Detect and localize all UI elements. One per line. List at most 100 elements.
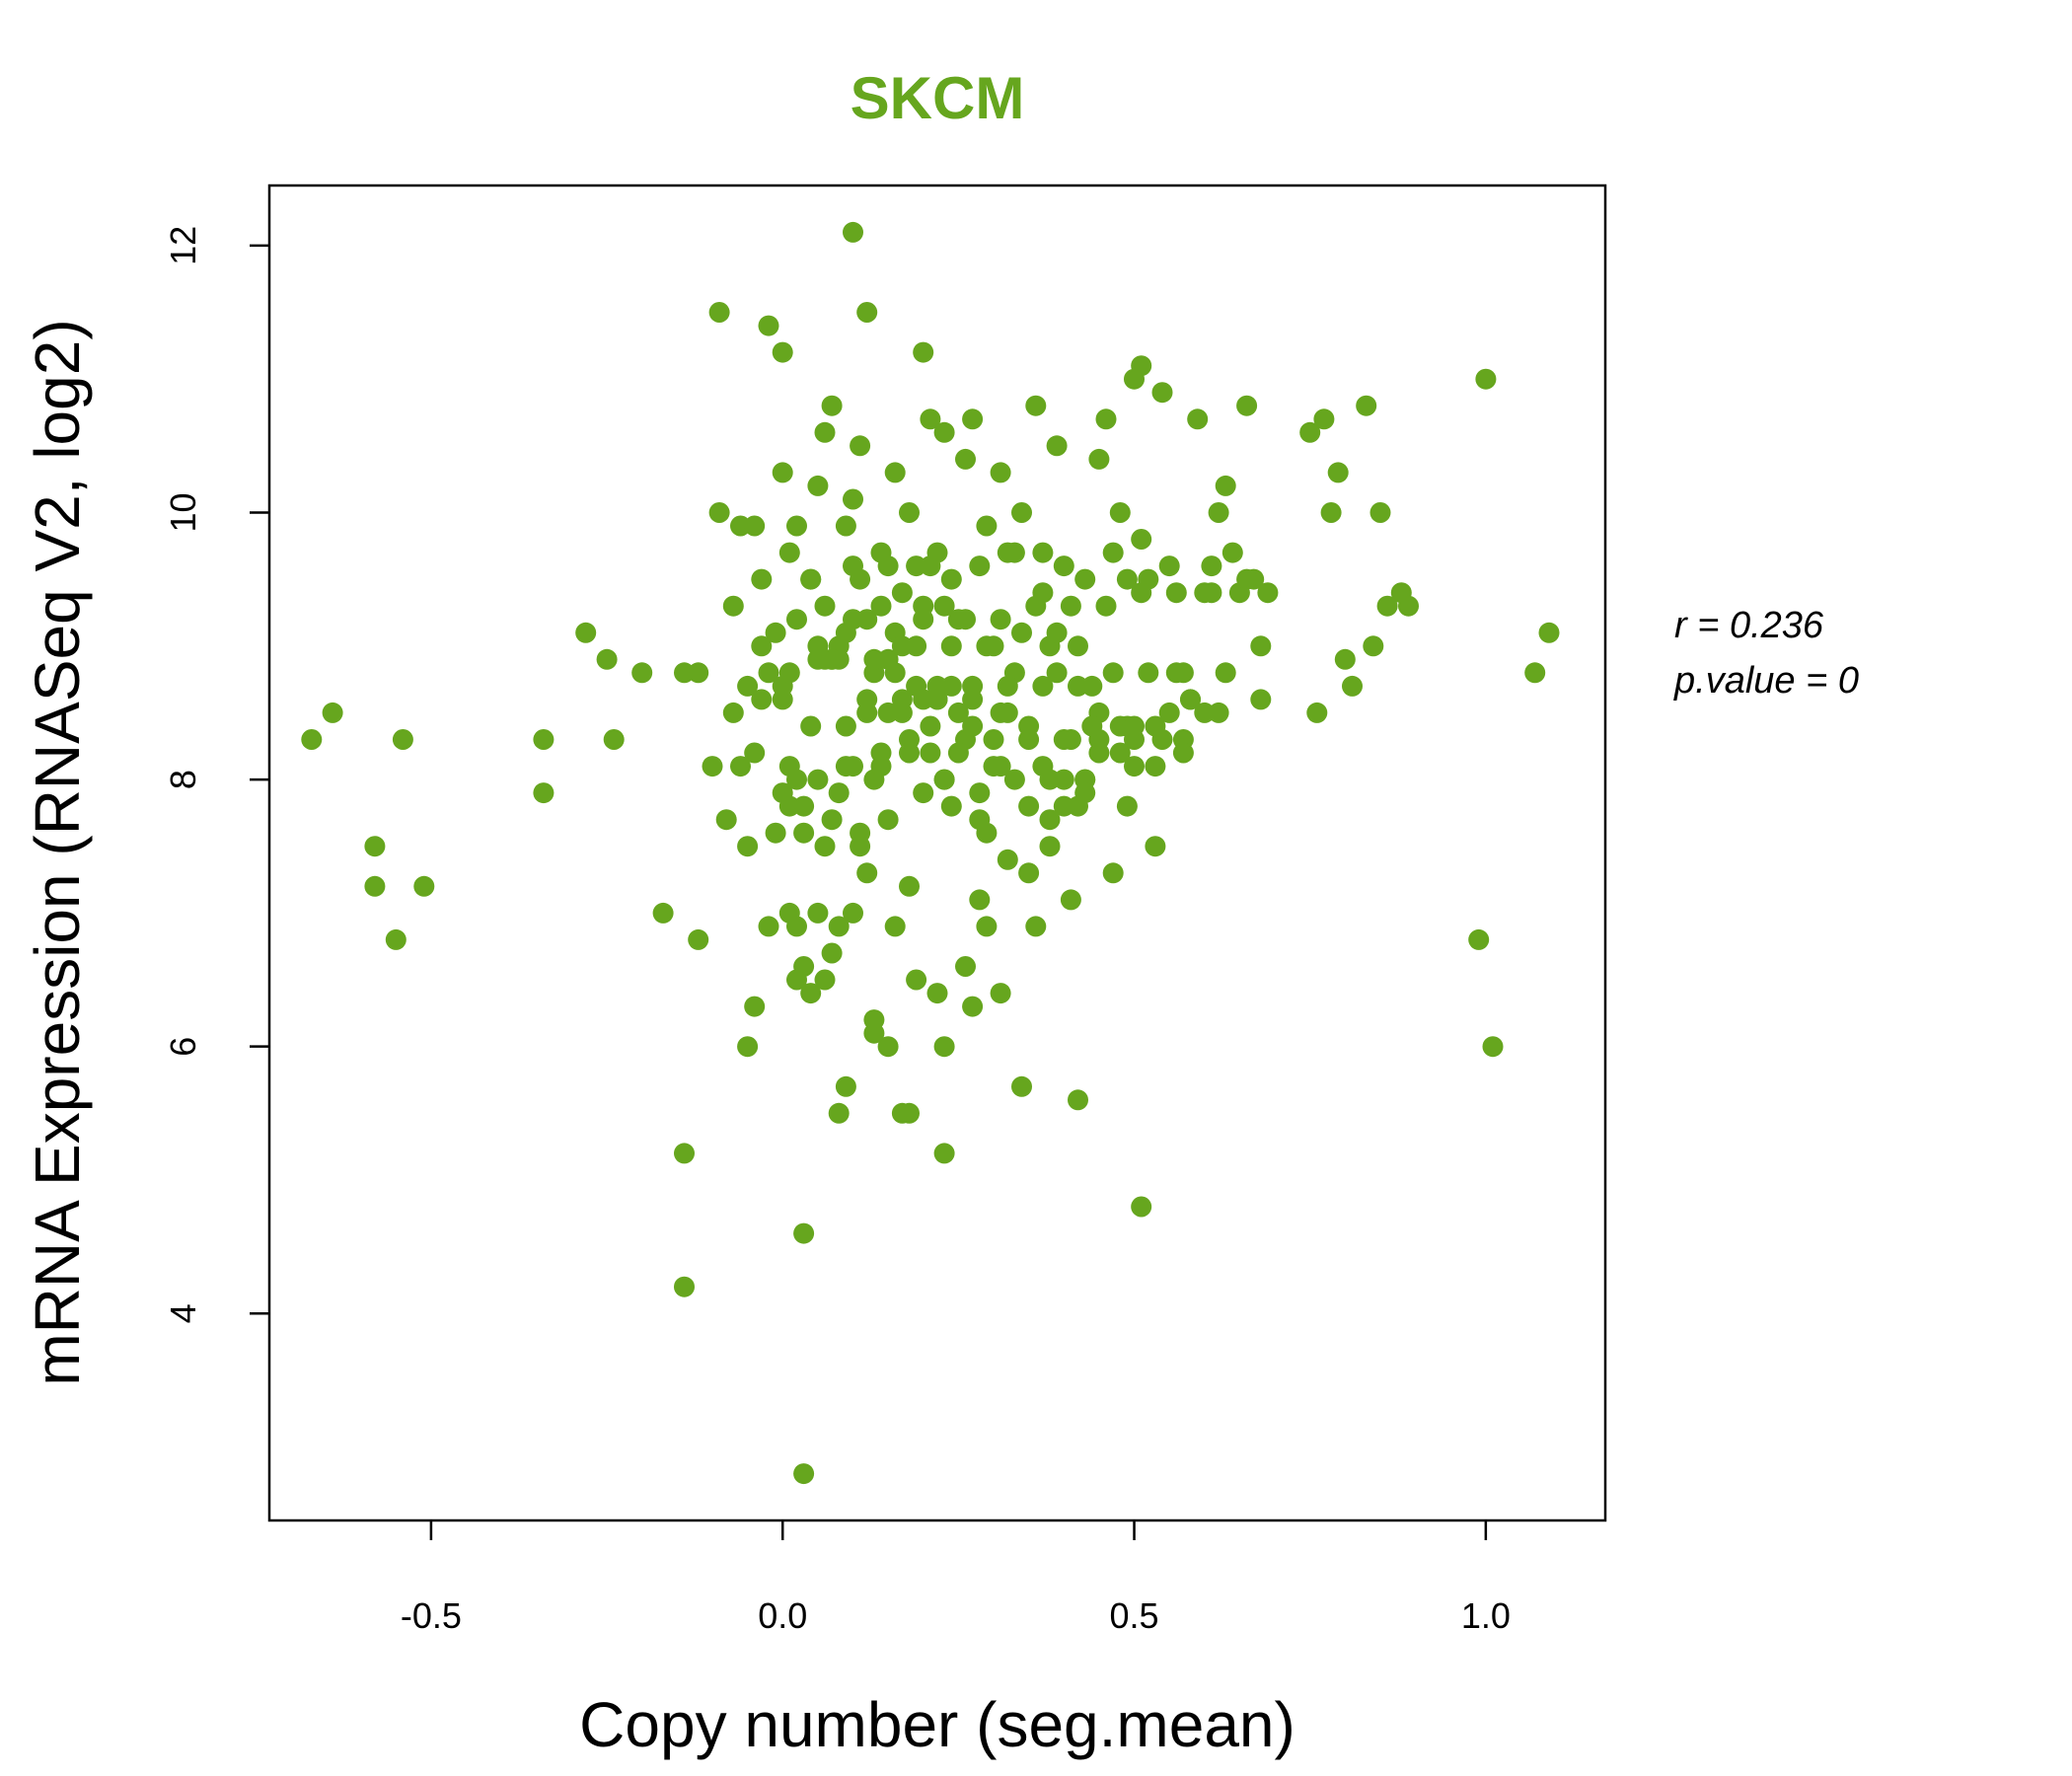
data-point — [1109, 502, 1131, 523]
data-point — [786, 769, 807, 790]
data-point — [1088, 448, 1110, 470]
data-point — [976, 916, 998, 937]
data-point — [835, 756, 856, 777]
data-point — [969, 809, 991, 831]
data-point — [596, 648, 618, 670]
data-point — [413, 875, 435, 897]
data-point — [1053, 729, 1074, 750]
data-point — [1320, 502, 1342, 523]
data-point — [301, 729, 323, 750]
data-point — [392, 729, 413, 750]
data-point — [1208, 702, 1229, 723]
data-point — [1356, 395, 1377, 416]
data-point — [933, 1036, 955, 1058]
data-point — [1046, 662, 1068, 684]
data-point — [920, 555, 941, 577]
data-point — [1538, 622, 1560, 643]
data-point — [786, 969, 807, 991]
x-tick-label: -0.5 — [401, 1595, 462, 1636]
data-point — [758, 916, 779, 937]
data-point — [940, 795, 962, 817]
y-tick-label: 10 — [163, 492, 203, 532]
data-point — [955, 956, 976, 977]
data-point — [1145, 756, 1166, 777]
data-point — [947, 702, 969, 723]
data-point — [1215, 475, 1236, 496]
data-point — [800, 568, 822, 590]
data-point — [1102, 862, 1124, 884]
data-point — [1158, 702, 1180, 723]
data-point — [1095, 408, 1117, 430]
data-point — [821, 809, 843, 831]
data-point — [997, 702, 1018, 723]
y-axis: 4 6 8 10 12 — [163, 226, 269, 1323]
data-point — [751, 689, 773, 710]
data-point — [1003, 542, 1025, 563]
data-point — [702, 756, 723, 777]
data-point — [772, 341, 793, 363]
data-point — [688, 662, 709, 684]
data-point — [969, 782, 991, 804]
data-point — [1201, 555, 1222, 577]
y-tick-label: 12 — [163, 226, 203, 265]
data-point — [1215, 662, 1236, 684]
data-point — [933, 595, 955, 617]
data-point — [1363, 635, 1384, 657]
data-point — [807, 902, 829, 924]
data-point — [1475, 368, 1497, 390]
p-value: p.value = 0 — [1673, 660, 1859, 702]
data-point — [1116, 568, 1138, 590]
data-point — [1124, 715, 1145, 737]
data-point — [997, 849, 1018, 870]
data-point — [688, 928, 709, 950]
data-point — [1151, 382, 1173, 404]
data-point — [976, 515, 998, 537]
data-point — [737, 1036, 759, 1058]
data-point — [603, 729, 625, 750]
data-point — [884, 916, 906, 937]
data-point — [1138, 662, 1159, 684]
data-point — [758, 662, 779, 684]
data-point — [708, 302, 730, 323]
data-point — [990, 983, 1011, 1004]
y-axis-label: mRNA Expression (RNASeq V2, log2) — [22, 319, 93, 1385]
data-point — [1306, 702, 1328, 723]
data-point — [533, 729, 555, 750]
x-axis: -0.5 0.0 0.5 1.0 — [401, 1520, 1511, 1636]
data-point — [955, 609, 976, 630]
data-point — [899, 875, 920, 897]
data-point — [1151, 729, 1173, 750]
data-point — [990, 609, 1011, 630]
data-point — [1088, 742, 1110, 764]
data-point — [850, 836, 871, 857]
data-point — [1025, 916, 1047, 937]
data-point — [1060, 595, 1081, 617]
data-point — [786, 609, 807, 630]
data-point — [814, 969, 836, 991]
data-point — [1299, 421, 1321, 443]
data-point — [814, 595, 836, 617]
data-point — [1068, 635, 1088, 657]
data-point — [1068, 675, 1088, 697]
data-point — [1032, 675, 1054, 697]
data-point — [786, 916, 807, 937]
data-point — [1068, 1089, 1088, 1111]
data-point — [652, 902, 674, 924]
data-point — [793, 1222, 815, 1244]
data-point — [969, 555, 991, 577]
data-point — [1236, 568, 1258, 590]
data-point — [990, 462, 1011, 483]
data-point — [1011, 502, 1032, 523]
data-point — [730, 756, 751, 777]
data-point — [1046, 622, 1068, 643]
data-point — [913, 609, 934, 630]
data-point — [1018, 862, 1040, 884]
data-point — [877, 1036, 899, 1058]
correlation-r: r = 0.236 — [1674, 605, 1824, 646]
data-point — [575, 622, 597, 643]
data-point — [990, 756, 1011, 777]
data-point — [1124, 756, 1145, 777]
data-point — [891, 635, 913, 657]
data-point — [786, 515, 807, 537]
